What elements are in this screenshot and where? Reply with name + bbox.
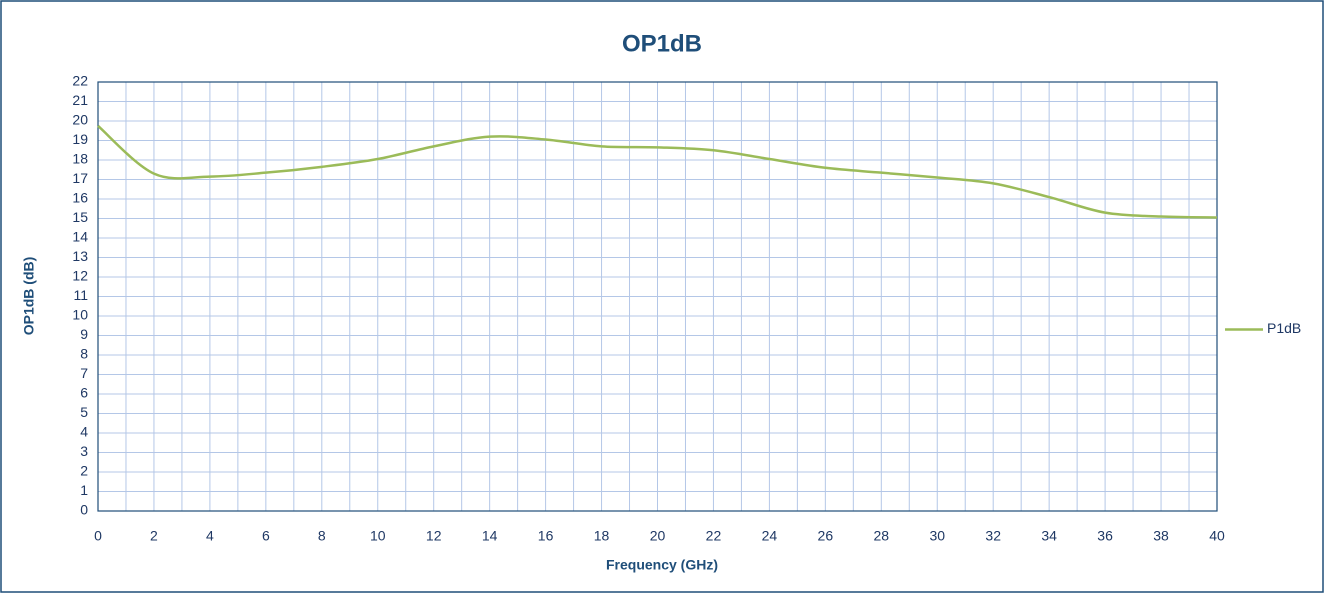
x-tick-label: 18 [594,528,610,544]
y-tick-label: 0 [80,502,88,518]
chart-title: OP1dB [622,30,702,57]
x-tick-label: 26 [818,528,834,544]
y-tick-label: 22 [72,73,88,89]
y-tick-label: 17 [72,170,88,186]
x-tick-label: 4 [206,528,214,544]
plot-border [97,81,1218,512]
y-tick-label: 10 [72,307,88,323]
y-tick-label: 18 [72,151,88,167]
x-tick-label: 12 [426,528,442,544]
y-tick-label: 7 [80,365,88,381]
y-tick-label: 3 [80,443,88,459]
x-tick-label: 24 [762,528,778,544]
x-tick-label: 14 [482,528,498,544]
x-tick-label: 20 [650,528,666,544]
y-axis-label: OP1dB (dB) [21,257,37,336]
y-tick-label: 13 [72,248,88,264]
y-tick-label: 1 [80,482,88,498]
x-tick-label: 38 [1153,528,1169,544]
y-tick-label: 11 [73,287,88,303]
x-tick-label: 34 [1041,528,1057,544]
y-tick-label: 19 [72,131,88,147]
legend-label: P1dB [1267,320,1301,336]
y-tick-label: 4 [80,424,88,440]
y-tick-label: 21 [72,92,88,108]
y-tick-label: 16 [72,190,88,206]
y-tick-label: 20 [72,112,88,128]
x-tick-label: 16 [538,528,554,544]
x-tick-label: 40 [1209,528,1225,544]
y-tick-label: 12 [72,268,88,284]
y-tick-label: 6 [80,385,88,401]
x-tick-label: 28 [874,528,890,544]
y-tick-label: 2 [80,463,88,479]
x-tick-label: 8 [318,528,326,544]
x-tick-label: 36 [1097,528,1113,544]
x-tick-label: 6 [262,528,270,544]
x-axis-label: Frequency (GHz) [606,557,718,573]
x-tick-label: 30 [929,528,945,544]
y-tick-label: 8 [80,346,88,362]
x-tick-label: 22 [706,528,722,544]
y-tick-label: 5 [80,404,88,420]
x-tick-label: 10 [370,528,386,544]
y-tick-label: 9 [80,326,88,342]
series-line [97,124,1218,219]
x-tick-label: 2 [150,528,158,544]
y-tick-label: 15 [72,209,88,225]
x-tick-label: 32 [985,528,1001,544]
y-tick-label: 14 [72,229,88,245]
x-tick-label: 0 [94,528,102,544]
